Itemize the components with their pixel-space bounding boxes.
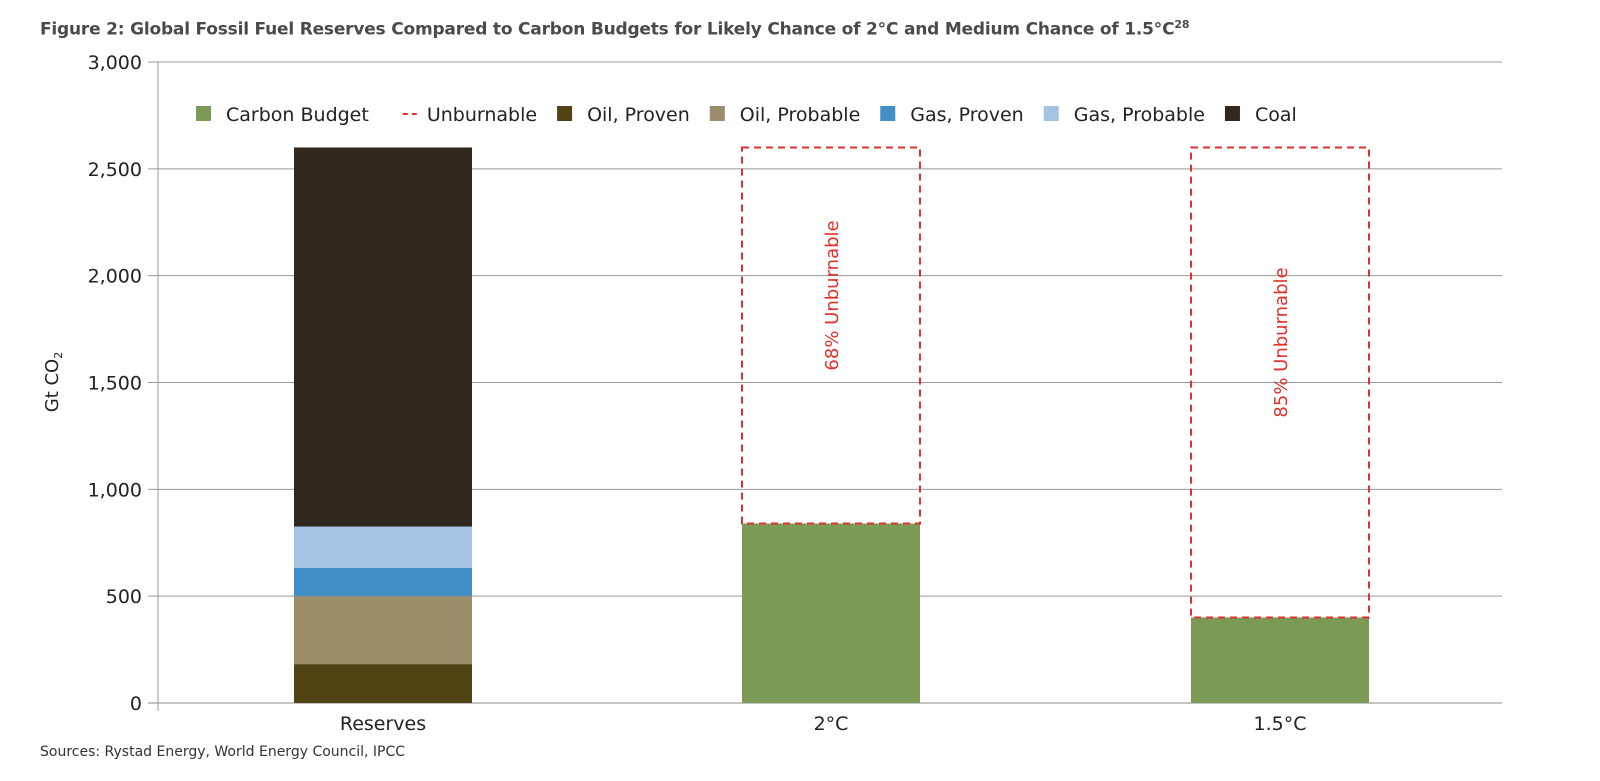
legend-swatch (880, 106, 896, 121)
bar-coal (294, 147, 472, 527)
y-tick-label: 1,000 (88, 479, 142, 501)
legend-label: Gas, Proven (910, 104, 1023, 126)
legend-swatch (557, 106, 573, 121)
x-tick-label: 1.5°C (1254, 713, 1307, 735)
legend-swatch (709, 106, 725, 121)
bar-unburnable (1190, 146, 1370, 619)
x-tick-label: 2°C (814, 713, 849, 735)
legend-label: Coal (1255, 104, 1297, 126)
legend-swatch (1224, 106, 1240, 121)
bar-gas-probable (294, 526, 472, 568)
legend-label: Carbon Budget (226, 104, 369, 126)
y-tick-label: 2,500 (88, 159, 142, 181)
bar-gas-proven (294, 567, 472, 597)
bar-carbon-budget (742, 523, 920, 703)
y-tick-label: 2,000 (88, 266, 142, 288)
bar-unburnable (741, 146, 921, 525)
legend-label: Unburnable (427, 104, 537, 126)
legend-label: Gas, Probable (1074, 104, 1205, 126)
source-note: Sources: Rystad Energy, World Energy Cou… (40, 744, 406, 760)
legend-swatch (1043, 106, 1059, 121)
y-tick-label: 500 (106, 586, 142, 608)
legend-swatch (196, 106, 211, 121)
legend-label: Oil, Proven (587, 104, 690, 126)
bar-oil-proven (294, 664, 472, 703)
annotation-unburnable: 85% Unburnable (1271, 267, 1292, 417)
bar-oil-probable (294, 596, 472, 665)
y-tick-label: 0 (130, 693, 142, 715)
legend-label: Oil, Probable (740, 104, 860, 126)
y-axis-label: Gt CO2 (42, 352, 65, 412)
x-tick-label: Reserves (340, 713, 426, 735)
y-tick-label: 1,500 (88, 373, 142, 395)
annotation-unburnable: 68% Unburnable (822, 220, 843, 370)
chart-title: Figure 2: Global Fossil Fuel Reserves Co… (40, 18, 1190, 40)
y-tick-label: 3,000 (88, 52, 142, 74)
bar-carbon-budget (1191, 617, 1369, 703)
